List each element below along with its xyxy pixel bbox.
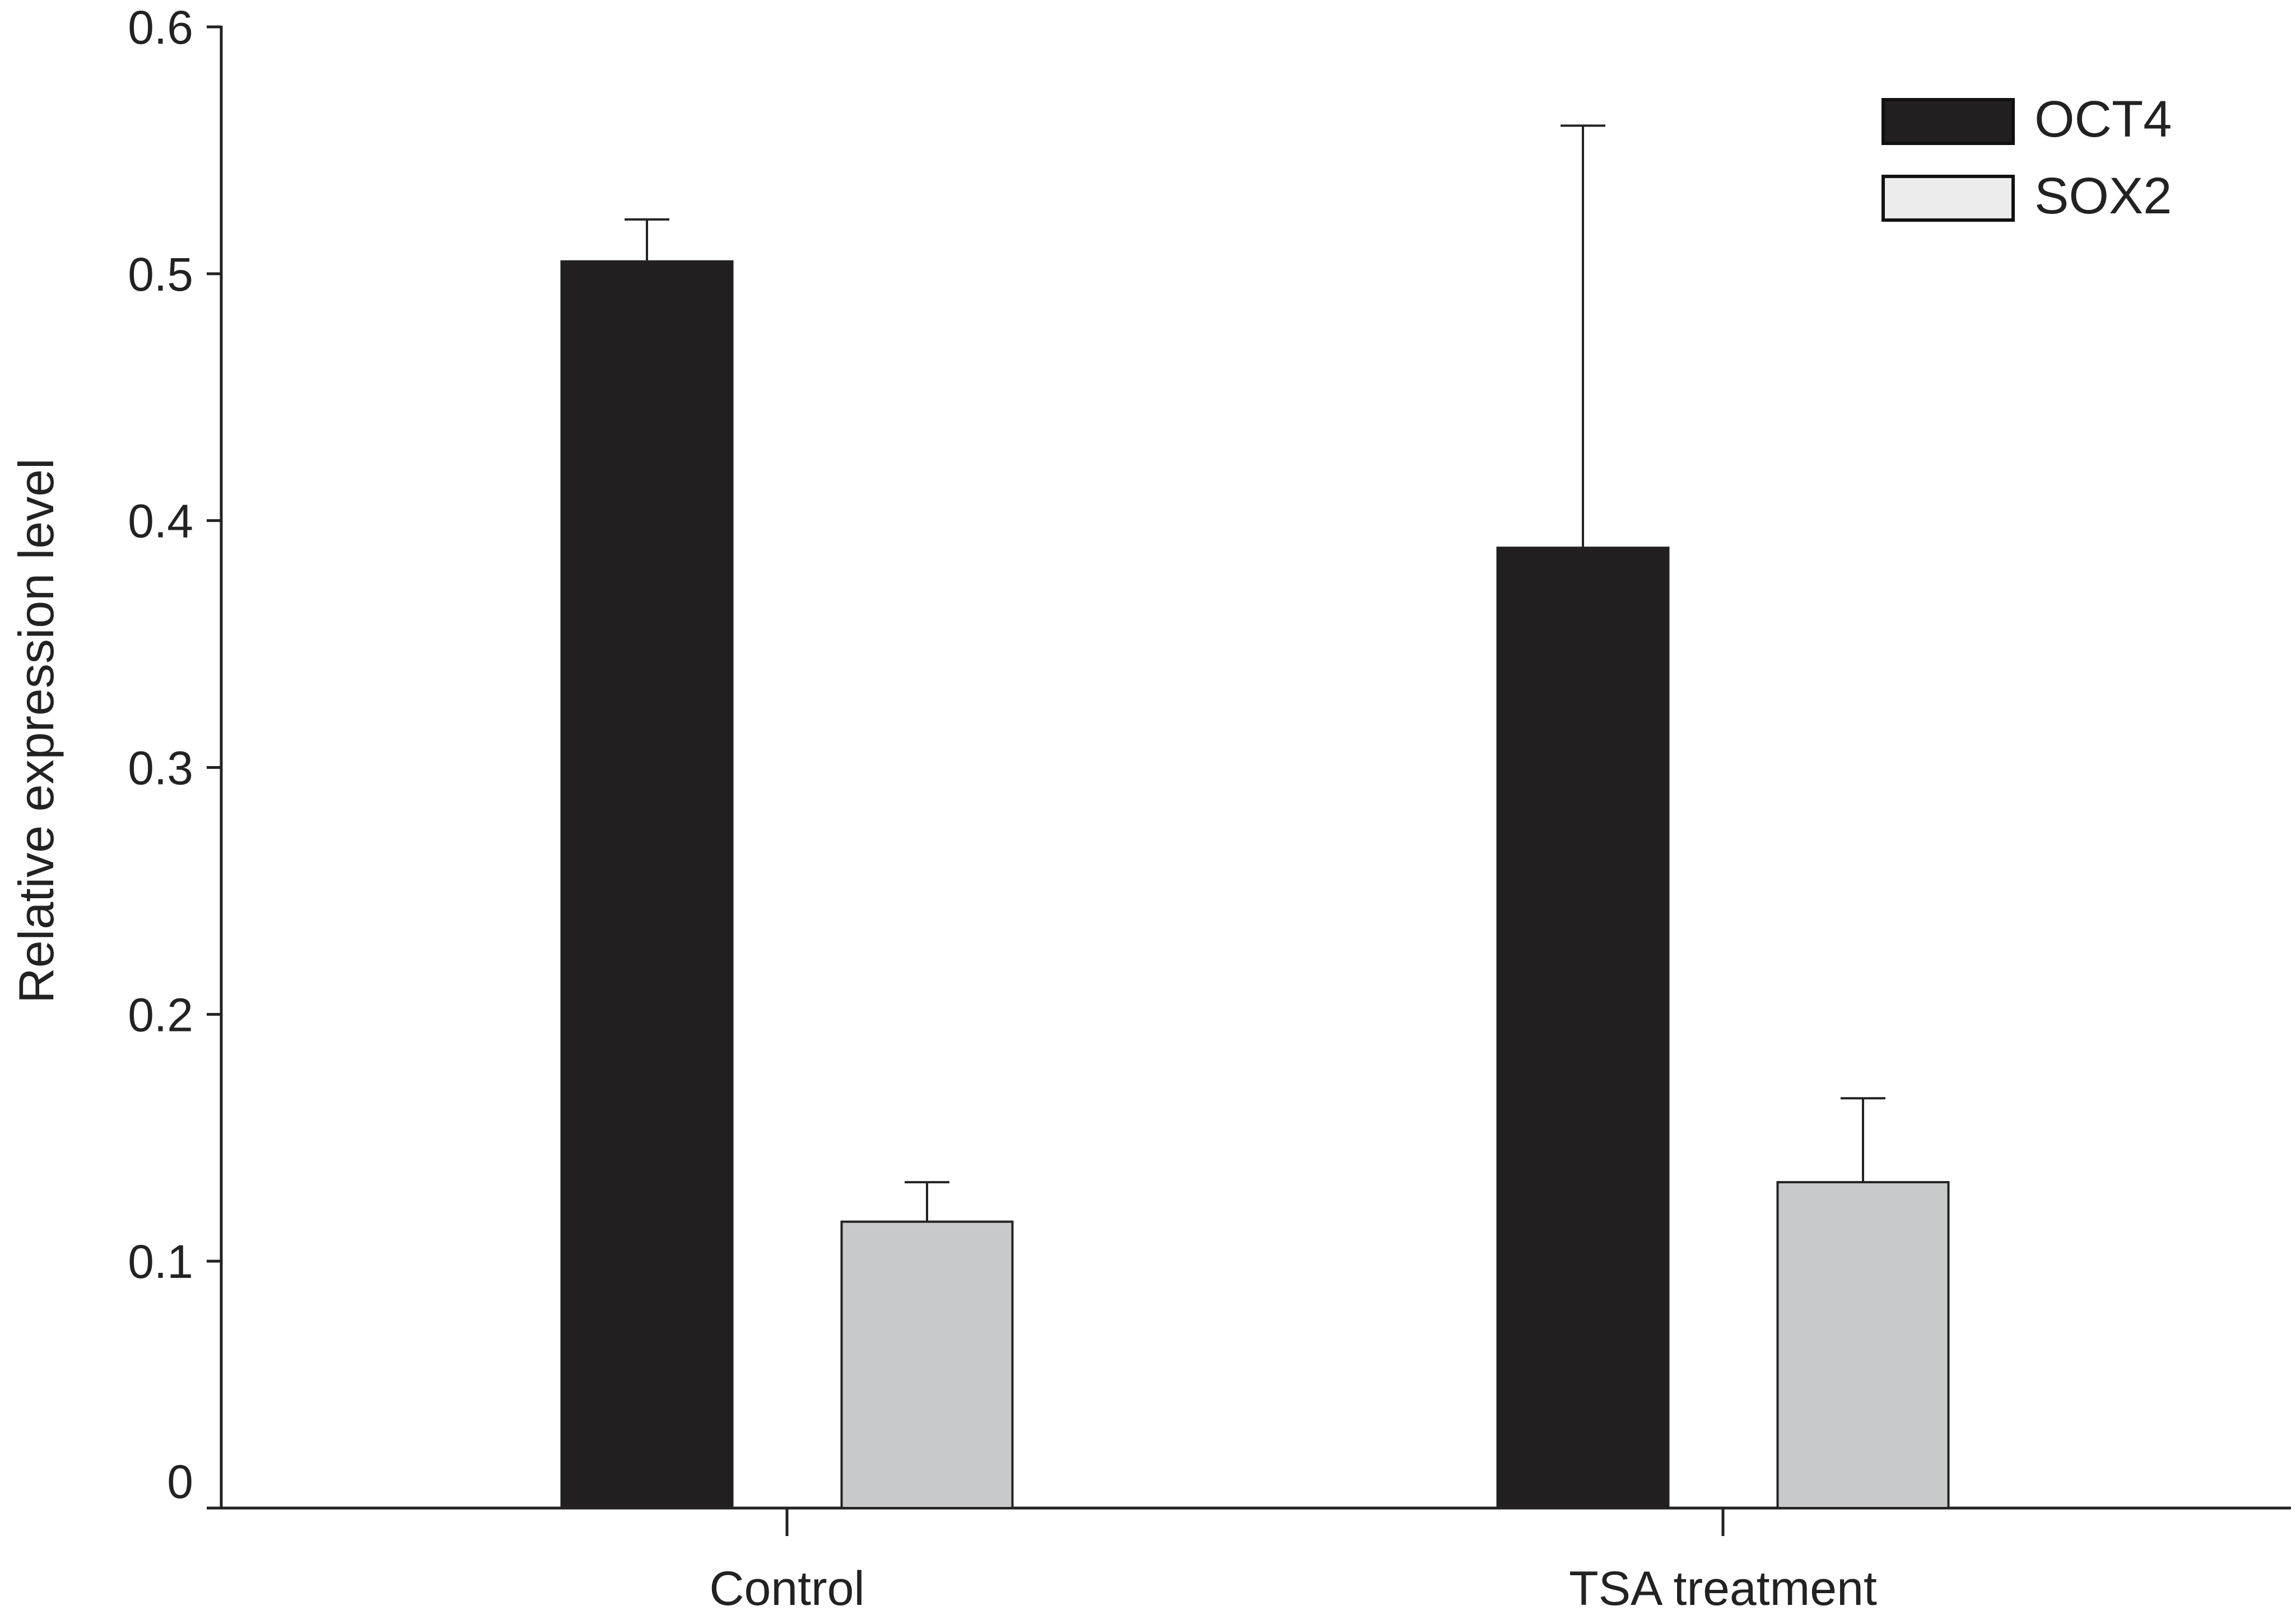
y-tick-label: 0.2 xyxy=(128,988,193,1041)
x-axis: Control TSA treatment xyxy=(220,1506,2291,1615)
y-tick-label: 0.6 xyxy=(128,1,193,54)
legend: OCT4 SOX2 xyxy=(1881,91,2172,225)
bar-oct4 xyxy=(1496,547,1670,1509)
x-tick-label: Control xyxy=(709,1562,864,1615)
bar-sox2 xyxy=(1776,1181,1950,1510)
bar-sox2 xyxy=(840,1220,1014,1509)
y-tick-label: 0.1 xyxy=(128,1235,193,1288)
legend-label: OCT4 xyxy=(2034,91,2172,148)
y-axis: 0 0.1 0.2 0.3 0.4 0.5 0.6 xyxy=(128,1,223,1510)
x-tick-label: TSA treatment xyxy=(1569,1562,1877,1615)
y-tick-label: 0.5 xyxy=(128,248,193,301)
y-axis-title: Relative expression level xyxy=(8,458,64,1003)
legend-label: SOX2 xyxy=(2034,167,2172,225)
legend-swatch-sox2 xyxy=(1881,175,2015,222)
y-tick-label: 0.3 xyxy=(128,742,193,795)
legend-swatch-oct4 xyxy=(1881,98,2015,145)
bars xyxy=(560,124,1950,1510)
y-tick-label: 0 xyxy=(167,1455,193,1508)
bar-oct4 xyxy=(560,260,734,1509)
y-tick-label: 0.4 xyxy=(128,495,193,548)
